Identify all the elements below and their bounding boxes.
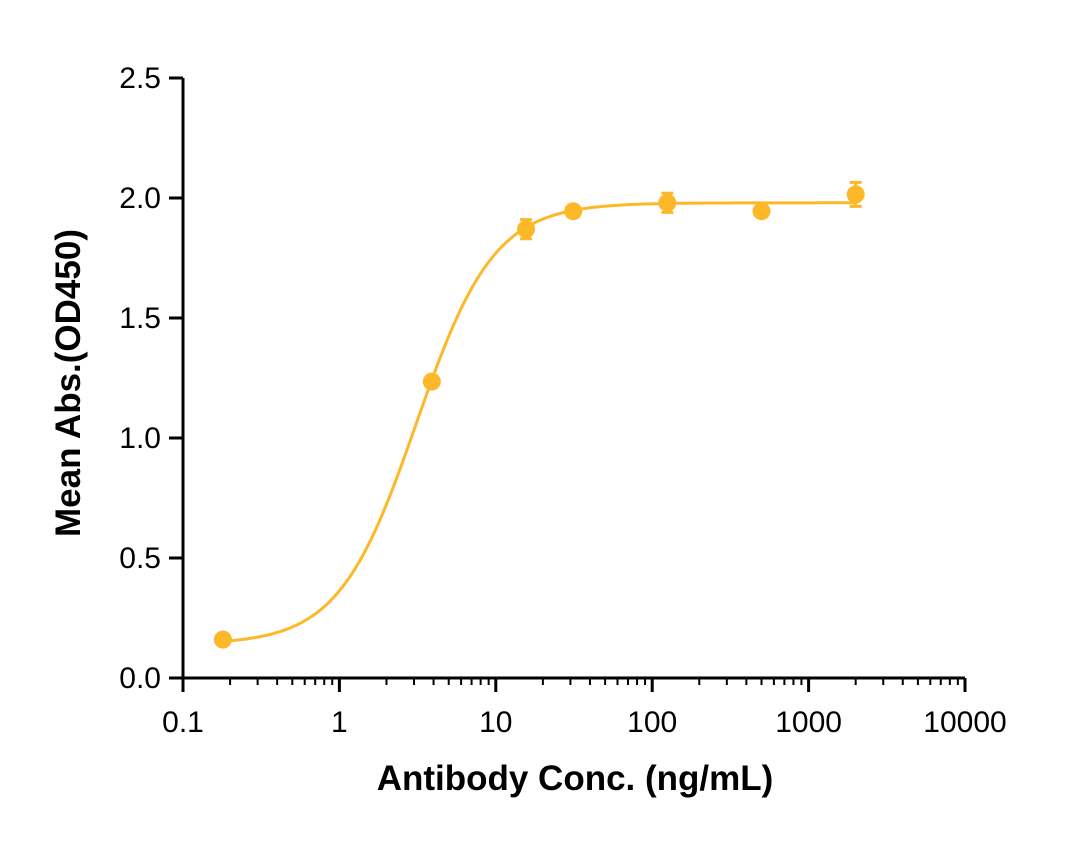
fit-curve-group — [222, 201, 856, 643]
y-tick-label: 1.0 — [119, 422, 161, 455]
x-axis-title: Antibody Conc. (ng/mL) — [377, 759, 774, 798]
x-tick-label: 1000 — [775, 706, 842, 739]
data-point — [846, 185, 865, 204]
y-tick-label: 0.5 — [119, 542, 161, 575]
y-tick-label: 2.5 — [119, 62, 161, 95]
data-point — [517, 220, 536, 239]
data-point — [422, 372, 441, 391]
y-axis-title: Mean Abs.(OD450) — [49, 229, 88, 537]
data-point — [752, 202, 771, 221]
x-tick-label: 100 — [627, 706, 677, 739]
x-tick-label: 0.1 — [162, 706, 204, 739]
data-point — [213, 630, 232, 649]
y-tick-label: 2.0 — [119, 182, 161, 215]
x-tick-label: 10000 — [923, 706, 1006, 739]
y-tick-label: 1.5 — [119, 302, 161, 335]
fit-curve — [222, 201, 856, 643]
x-tick-label: 10 — [479, 706, 512, 739]
data-points — [213, 180, 865, 649]
ticks: 0.0 0.5 1.0 1.5 2.0 2.5 0.1 1 10 100 1000 10000 — [119, 62, 1006, 739]
x-tick-label: 1 — [331, 706, 348, 739]
y-tick-label: 0.0 — [119, 662, 161, 695]
data-point — [564, 202, 583, 221]
axes — [181, 78, 965, 680]
data-point — [658, 193, 677, 212]
